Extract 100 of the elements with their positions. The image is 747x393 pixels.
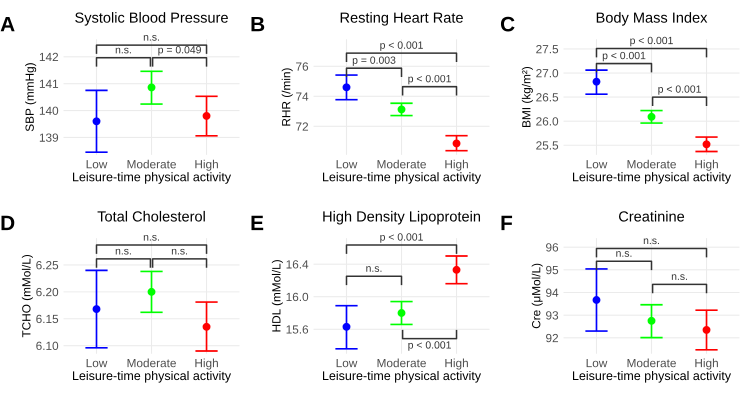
x-tick-label: Moderate xyxy=(128,358,176,368)
x-tick-label: Moderate xyxy=(628,160,676,168)
y-axis-title: BMI (kg/m²) xyxy=(522,67,533,127)
annotation: p < 0.001 xyxy=(658,85,701,95)
x-tick-label: Low xyxy=(336,358,358,368)
y-tick-label: 15.6 xyxy=(286,325,308,334)
y-tick-label: 76 xyxy=(296,62,308,71)
point xyxy=(648,316,656,325)
point xyxy=(702,326,710,334)
point xyxy=(398,105,406,114)
x-tick-label: High xyxy=(445,160,468,171)
annotation: p < 0.001 xyxy=(408,341,451,351)
text: D xyxy=(2,216,14,230)
point xyxy=(92,117,100,126)
y-tick-label: 139 xyxy=(40,133,58,142)
y-tick-label: 142 xyxy=(40,52,58,62)
x-tick-label: Low xyxy=(86,358,108,368)
chart-title: High Density Lipoprotein xyxy=(323,210,480,224)
y-axis-title: TCHO (mMol/L) xyxy=(22,254,33,338)
y-tick-label: 6.25 xyxy=(36,261,58,270)
annotation: n.s. xyxy=(116,48,131,54)
x-tick-label: High xyxy=(195,160,218,171)
point xyxy=(452,140,460,148)
chart-title: Body Mass Index xyxy=(596,12,708,26)
y-tick-label: 92 xyxy=(546,334,558,342)
point xyxy=(398,309,406,317)
annotation: p < 0.001 xyxy=(630,36,673,46)
annotation: n.s. xyxy=(644,238,659,244)
x-axis-title: Leisure-time physical activity xyxy=(572,370,732,383)
annotation: p < 0.001 xyxy=(380,233,423,243)
x-tick-label: High xyxy=(445,358,468,370)
y-tick-label: 26.0 xyxy=(536,117,558,126)
x-tick-label: Low xyxy=(586,358,608,368)
y-tick-label: 26.5 xyxy=(536,93,558,102)
annotation: n.s. xyxy=(144,234,159,241)
point xyxy=(648,112,656,121)
y-tick-label: 93 xyxy=(546,311,558,320)
point xyxy=(592,296,600,304)
x-axis-title: Leisure-time physical activity xyxy=(73,172,232,184)
y-tick-label: 6.15 xyxy=(36,314,58,324)
x-axis-title: Leisure-time physical activity xyxy=(323,370,482,383)
annotation: n.s. xyxy=(616,251,632,257)
x-tick-label: High xyxy=(695,358,718,370)
annotation: n.s. xyxy=(366,266,382,272)
annotation: n.s. xyxy=(116,248,131,255)
point xyxy=(592,78,600,86)
y-tick-label: 16.4 xyxy=(286,260,308,269)
y-tick-label: 140 xyxy=(40,106,58,115)
y-axis-title: Cre (μMol/L) xyxy=(532,264,543,328)
x-tick-label: Low xyxy=(586,160,608,168)
annotation: n.s. xyxy=(172,248,188,255)
y-tick-label: 94 xyxy=(546,288,558,297)
x-tick-label: High xyxy=(695,160,718,171)
y-tick-label: 6.20 xyxy=(36,288,58,296)
y-tick-label: 74 xyxy=(296,92,308,101)
annotation: p < 0.001 xyxy=(380,41,423,51)
y-tick-label: 96 xyxy=(546,243,558,252)
text: F xyxy=(501,216,512,230)
y-tick-label: 16.0 xyxy=(286,292,308,302)
x-tick-label: Moderate xyxy=(128,160,176,168)
text: C xyxy=(500,16,515,32)
y-axis-title: RHR (/min) xyxy=(282,68,293,126)
point xyxy=(92,305,100,314)
annotation: p = 0.003 xyxy=(352,56,396,66)
y-tick-label: 27.5 xyxy=(536,44,558,54)
x-tick-label: Low xyxy=(336,160,358,168)
point xyxy=(148,288,156,296)
x-tick-label: Moderate xyxy=(628,358,676,368)
annotation: n.s. xyxy=(144,35,159,41)
y-tick-label: 6.10 xyxy=(36,342,58,350)
x-tick-label: Low xyxy=(86,160,108,168)
annotation: p < 0.001 xyxy=(602,52,646,62)
text: A xyxy=(0,16,15,32)
y-axis-title: HDL (mMol/L) xyxy=(272,260,283,332)
y-tick-label: 72 xyxy=(296,122,308,131)
x-axis-title: Leisure-time physical activity xyxy=(73,370,232,383)
y-tick-label: 95 xyxy=(546,266,558,274)
point xyxy=(452,266,460,274)
x-tick-label: High xyxy=(195,358,218,370)
text: B xyxy=(252,16,264,32)
chart-title: Total Cholesterol xyxy=(98,210,205,222)
text: E xyxy=(252,216,264,230)
x-axis-title: Leisure-time physical activity xyxy=(572,172,732,184)
chart-title: Systolic Blood Pressure xyxy=(75,12,228,26)
point xyxy=(202,322,210,331)
x-axis-title: Leisure-time physical activity xyxy=(323,172,482,184)
chart-title: Creatinine xyxy=(619,210,684,222)
x-tick-label: Moderate xyxy=(378,160,426,168)
point xyxy=(202,112,210,120)
point xyxy=(342,322,350,331)
annotation: p < 0.001 xyxy=(408,74,451,84)
point xyxy=(342,83,350,92)
point xyxy=(702,140,710,148)
y-tick-label: 141 xyxy=(40,80,58,88)
y-axis-title: SBP (mmHg) xyxy=(25,63,36,132)
annotation: n.s. xyxy=(672,274,688,280)
chart-title: Resting Heart Rate xyxy=(340,12,463,26)
y-tick-label: 27.0 xyxy=(536,69,558,78)
annotation: p = 0.049 xyxy=(158,46,201,56)
point xyxy=(148,83,156,92)
